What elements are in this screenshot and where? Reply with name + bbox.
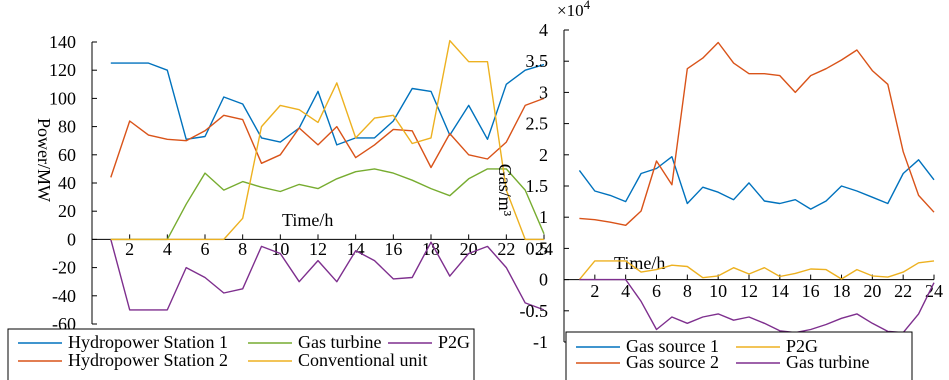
y-tick-label: 80 xyxy=(58,117,76,137)
legend-label: Gas turbine xyxy=(786,352,869,372)
x-tick-label: 16 xyxy=(384,239,402,259)
y-tick-label: -20 xyxy=(52,258,76,278)
chart-2: -1-0.500.511.522.533.542 4 6 8 10 12 14 16 18 20 2… xyxy=(495,0,943,380)
x-tick-label: 18 xyxy=(422,239,440,259)
legend-label: Hydropower Station 1 xyxy=(68,332,228,352)
y-tick-label: 120 xyxy=(49,60,76,80)
x-tick-label: 20 xyxy=(863,281,881,301)
y-tick-label: 20 xyxy=(58,201,76,221)
series-line-3 xyxy=(110,239,545,311)
legend-label: Gas source 1 xyxy=(626,336,719,356)
x-tick-label: 6 xyxy=(652,281,661,301)
x-tick-label: 2 xyxy=(125,239,134,259)
y-tick-label: 1 xyxy=(539,207,548,227)
legend-item: Hydropower Station 2 xyxy=(18,350,228,370)
exponent-label: ×104 xyxy=(557,0,591,20)
exponent-base: ×10 xyxy=(557,1,584,20)
legend-item: Hydropower Station 1 xyxy=(18,332,228,352)
legend-label: P2G xyxy=(438,332,470,352)
x-tick-label: 6 xyxy=(201,239,210,259)
legend: Hydropower Station 1 Gas turbine P2G Hydrop… xyxy=(7,328,475,380)
y-tick-label: -40 xyxy=(52,286,76,306)
y-tick-label: 60 xyxy=(58,145,76,165)
x-tick-label: 22 xyxy=(894,281,912,301)
y-axis-label: Gas/m³ xyxy=(495,164,515,217)
series-line-3 xyxy=(579,41,935,227)
y-tick-label: 40 xyxy=(58,173,76,193)
legend-label: Hydropower Station 2 xyxy=(68,350,228,370)
x-tick-label: 10 xyxy=(271,239,289,259)
x-axis-label: Time/h xyxy=(282,210,333,230)
x-tick-label: 8 xyxy=(683,281,692,301)
exponent-superscript: 4 xyxy=(584,0,591,12)
series-line-4 xyxy=(110,97,545,178)
y-tick-label: 2 xyxy=(539,145,548,165)
x-tick-label: 24 xyxy=(925,281,943,301)
x-tick-label: 14 xyxy=(771,281,789,301)
x-tick-label: 10 xyxy=(709,281,727,301)
x-axis-label: Time/h xyxy=(614,253,665,273)
y-tick-label: 100 xyxy=(49,88,76,108)
y-tick-label: -0.5 xyxy=(520,301,549,321)
x-tick-label: 16 xyxy=(802,281,820,301)
legend-item: Gas source 1 xyxy=(576,336,719,356)
legend-label: Conventional unit xyxy=(298,350,428,370)
legend-item: Gas source 2 xyxy=(576,352,719,372)
legend-label: Gas source 2 xyxy=(626,352,719,372)
y-tick-label: -1 xyxy=(533,332,548,352)
x-tick-label: 12 xyxy=(740,281,758,301)
legend-item: P2G xyxy=(388,332,470,352)
x-tick-label: 24 xyxy=(535,239,553,259)
legend-box xyxy=(565,331,913,380)
legend-item: Conventional unit xyxy=(248,350,428,370)
legend-box xyxy=(7,328,475,380)
y-tick-label: 1.5 xyxy=(526,176,549,196)
legend-item: Gas turbine xyxy=(248,332,381,352)
legend-item: P2G xyxy=(736,336,818,356)
x-tick-label: 4 xyxy=(163,239,172,259)
y-tick-label: 140 xyxy=(49,32,76,52)
x-tick-label: 8 xyxy=(238,239,247,259)
y-tick-label: 0.5 xyxy=(526,238,549,258)
x-tick-label: 12 xyxy=(309,239,327,259)
series-line-2 xyxy=(578,260,935,281)
series-line-1 xyxy=(578,155,935,210)
y-tick-label: 4 xyxy=(539,20,548,40)
x-tick-label: 4 xyxy=(621,281,630,301)
x-tick-label: 20 xyxy=(460,239,478,259)
x-tick-label: 14 xyxy=(347,239,365,259)
legend: Gas source 1 P2G Gas source 2 Gas turbine xyxy=(565,331,913,380)
x-tick-label: 22 xyxy=(497,239,515,259)
y-tick-label: 0 xyxy=(67,229,76,249)
x-tick-label: 18 xyxy=(833,281,851,301)
y-tick-label: 3.5 xyxy=(526,51,549,71)
y-tick-label: 3 xyxy=(539,82,548,102)
legend-label: P2G xyxy=(786,336,818,356)
legend-label: Gas turbine xyxy=(298,332,381,352)
series-line-5 xyxy=(110,39,544,241)
legend-item: Gas turbine xyxy=(736,352,869,372)
y-tick-label: 2.5 xyxy=(526,114,549,134)
y-tick-label: 0 xyxy=(539,270,548,290)
series-line-4 xyxy=(579,278,935,334)
series-line-1 xyxy=(110,62,545,146)
x-tick-label: 2 xyxy=(590,281,599,301)
y-axis-label: Power/MW xyxy=(34,118,54,202)
series-line-2 xyxy=(110,168,545,241)
